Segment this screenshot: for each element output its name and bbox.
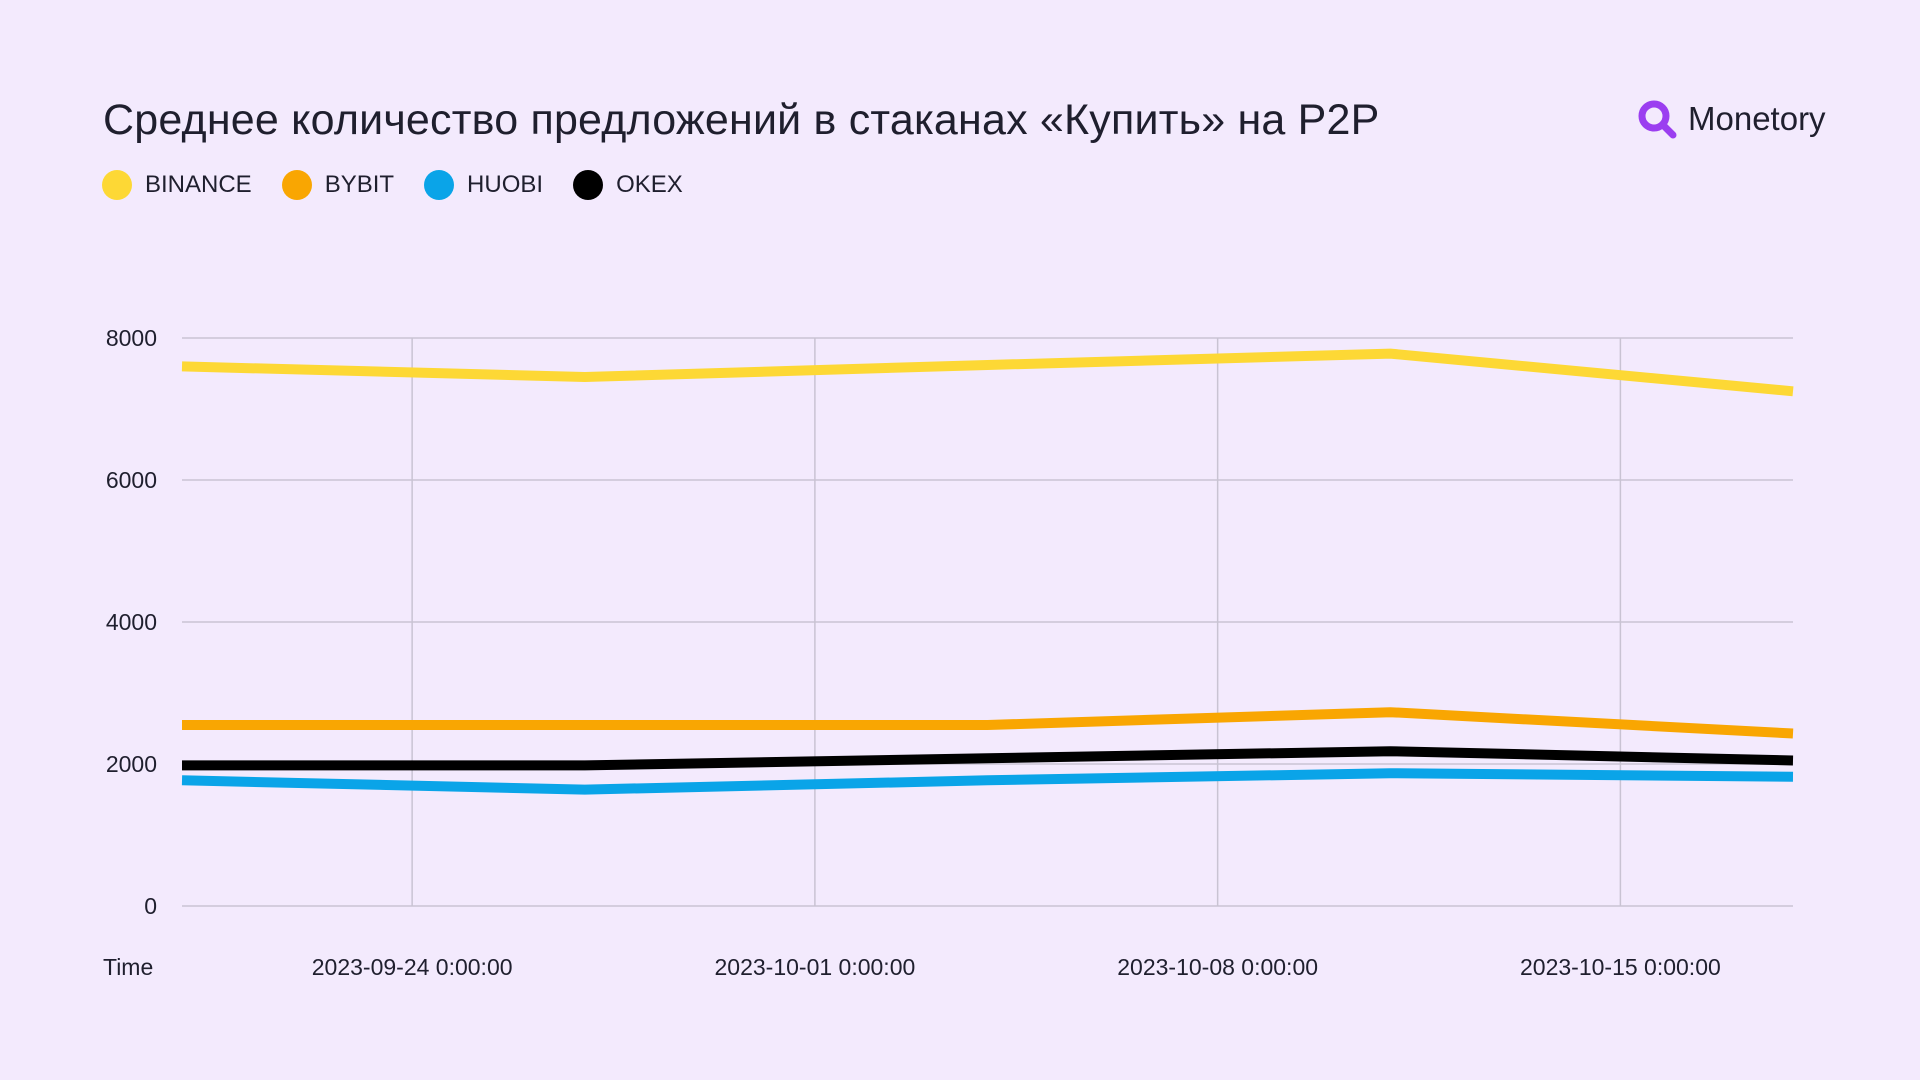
legend-item-binance: BINANCE — [102, 170, 252, 200]
grid-lines — [182, 337, 1793, 907]
legend-label: BYBIT — [324, 171, 395, 198]
y-tick-label: 8000 — [106, 325, 157, 351]
legend-swatch — [281, 170, 312, 200]
series-lines — [181, 348, 1794, 795]
legend-swatch — [102, 170, 132, 200]
legend-swatch — [573, 170, 604, 200]
x-axis-label: Time — [103, 954, 153, 980]
chart-title: Среднее количество предложений в стакана… — [103, 96, 1380, 144]
x-tick-label: 2023-09-24 0:00:00 — [312, 954, 513, 980]
x-tick-label: 2023-10-08 0:00:00 — [1117, 954, 1318, 980]
axis-labels: 0 2000 4000 6000 8000 2023-09-24 0:00:00 2023-… — [103, 325, 1721, 980]
brand-logo: Monetory — [1636, 98, 1826, 140]
series-line-bybit — [182, 707, 1794, 739]
series-line-huobi — [181, 768, 1794, 795]
y-tick-label: 0 — [144, 893, 157, 919]
series-line-binance — [181, 348, 1794, 397]
y-tick-label: 2000 — [106, 751, 157, 777]
legend-label: OKEX — [616, 171, 683, 198]
x-tick-label: 2023-10-15 0:00:00 — [1520, 954, 1721, 980]
logo-text: Monetory — [1688, 100, 1826, 137]
legend-swatch — [424, 170, 455, 200]
y-tick-label: 4000 — [106, 609, 157, 635]
legend-item-huobi: HUOBI — [424, 170, 543, 200]
legend-label: HUOBI — [467, 171, 544, 198]
chart-legend: BINANCE BYBIT HUOBI OKEX — [102, 170, 713, 200]
magnifier-logo-icon — [1638, 100, 1677, 139]
y-tick-label: 6000 — [106, 467, 157, 493]
x-tick-label: 2023-10-01 0:00:00 — [715, 954, 916, 980]
series-line-okex — [182, 746, 1794, 771]
legend-item-bybit: BYBIT — [281, 170, 395, 200]
legend-item-okex: OKEX — [573, 170, 683, 200]
legend-label: BINANCE — [145, 171, 252, 198]
